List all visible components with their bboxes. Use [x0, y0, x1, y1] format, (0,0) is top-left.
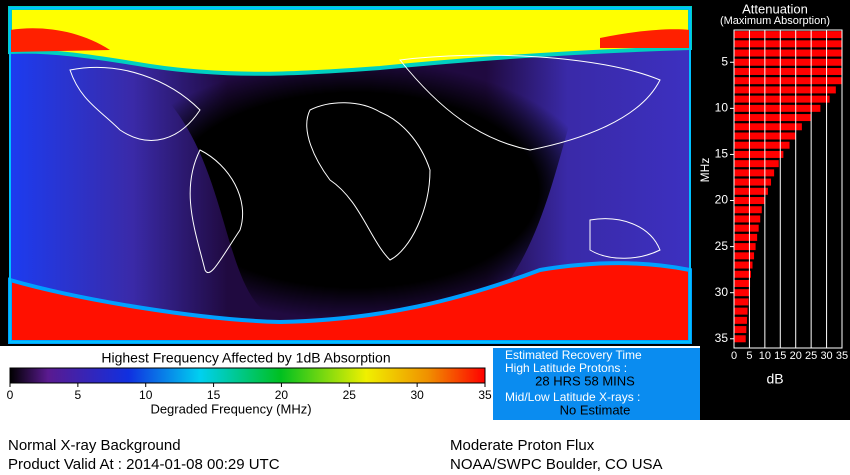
footer-right: NOAA/SWPC Boulder, CO USA: [450, 456, 663, 473]
bar: [734, 77, 842, 85]
y-tick-label: 20: [715, 193, 729, 207]
bar: [734, 95, 830, 103]
chart-title: Attenuation: [742, 1, 808, 16]
colorbar-tick-label: 15: [207, 388, 221, 402]
bar: [734, 270, 751, 278]
bar: [734, 326, 747, 334]
colorbar-tick-label: 0: [7, 388, 14, 402]
bar: [734, 215, 761, 223]
high-value: 28 HRS 58 MINS: [535, 373, 635, 388]
recovery-box: [493, 348, 700, 420]
y-tick-label: 5: [721, 54, 728, 68]
recovery-title: Estimated Recovery Time: [505, 348, 642, 362]
bar: [734, 289, 750, 297]
colorbar-tick-label: 5: [75, 388, 82, 402]
bar: [734, 114, 812, 122]
footer-left: Normal X-ray Background: [8, 437, 181, 454]
x-tick-label: 25: [805, 350, 817, 362]
bar: [734, 169, 775, 177]
y-tick-label: 15: [715, 147, 729, 161]
bar: [734, 187, 768, 195]
x-tick-label: 0: [731, 350, 737, 362]
chart-subtitle: (Maximum Absorption): [720, 15, 830, 27]
bar: [734, 178, 772, 186]
bar: [734, 206, 762, 214]
y-tick-label: 25: [715, 239, 729, 253]
footer-right: Moderate Proton Flux: [450, 437, 595, 454]
x-tick-label: 5: [746, 350, 752, 362]
colorbar-tick-label: 35: [478, 388, 492, 402]
bar: [734, 261, 753, 269]
bar: [734, 123, 802, 131]
low-label: Mid/Low Latitude X-rays :: [505, 390, 640, 404]
colorbar-ticks: 0 5 10 15 20 25 30 35: [7, 383, 492, 402]
colorbar-tick-label: 30: [410, 388, 424, 402]
x-tick-label: 15: [774, 350, 786, 362]
colorbar-tick-label: 10: [139, 388, 153, 402]
x-tick-label: 30: [820, 350, 832, 362]
map-frame: [9, 7, 691, 343]
bar: [734, 252, 755, 260]
bar: [734, 86, 836, 94]
low-value: No Estimate: [560, 402, 631, 417]
y-tick-label: 10: [715, 101, 729, 115]
bar: [734, 224, 759, 232]
x-tick-label: 35: [836, 350, 848, 362]
north-red: [10, 28, 690, 52]
bar: [734, 104, 821, 112]
north-band: [8, 6, 692, 76]
map: [8, 6, 692, 344]
plot-frame: [733, 29, 843, 349]
x-tick-label: 20: [790, 350, 802, 362]
bar: [734, 58, 842, 66]
bar: [734, 150, 784, 158]
colorbar-tick-label: 25: [343, 388, 357, 402]
bar: [734, 160, 779, 168]
bar: [734, 307, 748, 315]
bar: [734, 31, 842, 39]
x-axis-label: dB: [766, 371, 783, 387]
day-region: [110, 60, 600, 320]
bar: [734, 243, 756, 251]
coastlines: [69, 54, 661, 273]
bar: [734, 335, 746, 343]
high-label: High Latitude Protons :: [505, 361, 627, 375]
colorbar-tick-label: 20: [275, 388, 289, 402]
south-band: [8, 261, 692, 344]
bar: [734, 279, 751, 287]
y-axis-label: MHz: [698, 158, 712, 183]
y-tick-label: 35: [715, 331, 729, 345]
bar: [734, 40, 842, 48]
colorbar: [9, 367, 486, 384]
bar: [734, 67, 842, 75]
bar: [734, 233, 758, 241]
bar: [734, 316, 747, 324]
footer-left: Product Valid At : 2014-01-08 00:29 UTC: [8, 456, 280, 473]
colorbar-title: Highest Frequency Affected by 1dB Absorp…: [101, 350, 390, 366]
colorbar-label: Degraded Frequency (MHz): [150, 401, 311, 416]
y-tick-label: 30: [715, 285, 729, 299]
x-tick-label: 10: [759, 350, 771, 362]
bar: [734, 141, 790, 149]
bar: [734, 298, 749, 306]
bar: [734, 49, 842, 57]
